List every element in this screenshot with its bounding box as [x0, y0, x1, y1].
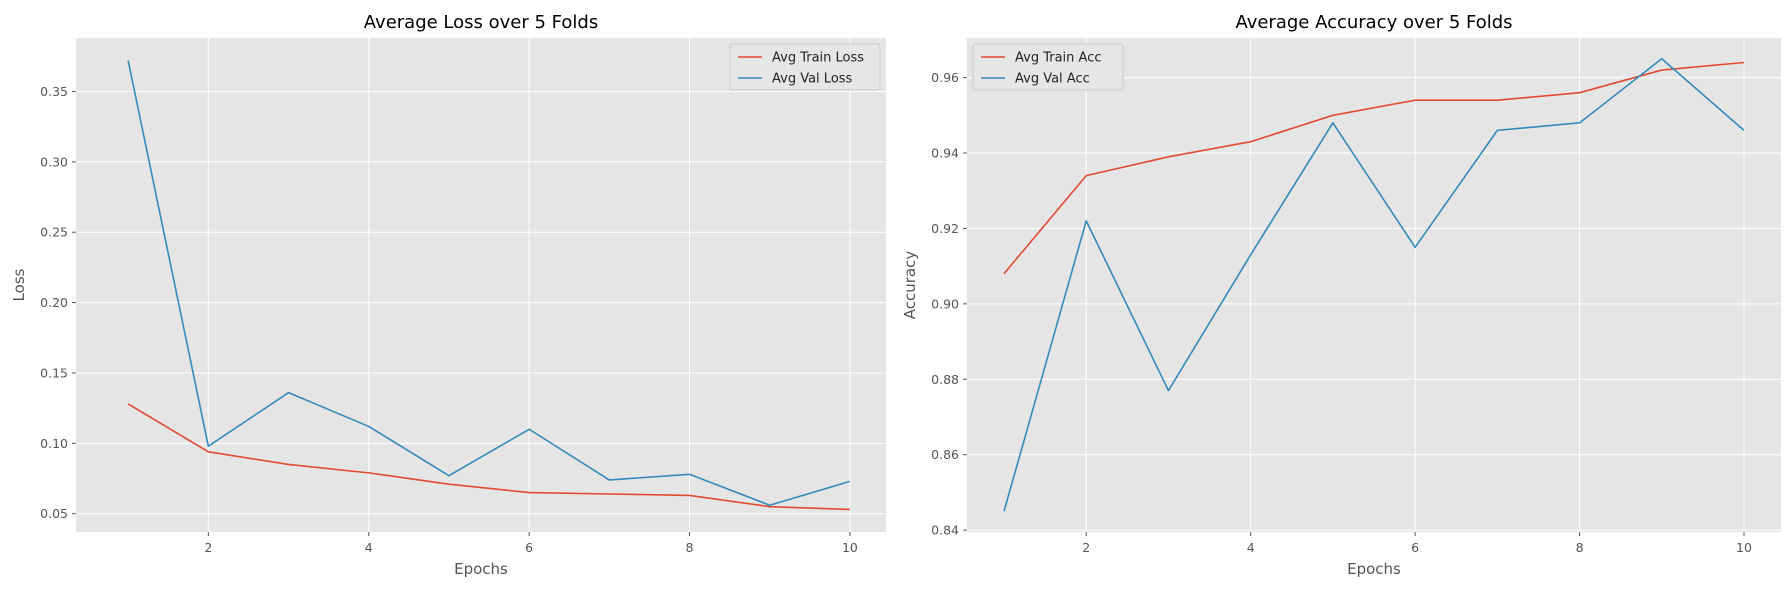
x-tick-label: 10	[1736, 540, 1752, 555]
y-tick-label: 0.94	[931, 146, 959, 161]
y-tick-label: 0.90	[931, 296, 959, 311]
legend-box	[729, 43, 881, 91]
x-tick-label: 2	[1082, 540, 1090, 555]
x-tick-label: 10	[842, 540, 858, 555]
plot-area	[76, 38, 886, 532]
legend-entry-label: Avg Val Acc	[1015, 72, 1090, 87]
x-tick-label: 6	[525, 540, 533, 555]
x-axis-label: Epochs	[454, 560, 508, 578]
loss-chart: 2 4 6 8 10 0.05 0.10 0.15 0.20 0.25 0.30 0.35 Averag…	[10, 12, 886, 578]
x-axis-label: Epochs	[1347, 560, 1401, 578]
series-line-avg-train-loss	[127, 403, 850, 511]
legend-entry-label: Avg Train Loss	[772, 51, 864, 66]
legend: Avg Train Loss Avg Val Loss	[729, 43, 881, 91]
y-tick-label: 0.96	[931, 70, 959, 85]
series-line-avg-val-loss	[127, 60, 851, 507]
chart-title: Average Loss over 5 Folds	[364, 12, 598, 33]
y-tick-label: 0.20	[40, 295, 68, 310]
chart-title: Average Accuracy over 5 Folds	[1235, 12, 1512, 33]
series-line-avg-val-acc	[1003, 57, 1745, 512]
legend-box	[972, 43, 1124, 91]
y-axis-label: Loss	[10, 268, 28, 301]
y-tick-label: 0.88	[931, 372, 959, 387]
y-tick-label: 0.30	[40, 154, 68, 169]
y-tick-label: 0.10	[40, 436, 68, 451]
x-tick-label: 8	[686, 540, 694, 555]
legend-entry-label: Avg Train Acc	[1015, 51, 1102, 66]
y-tick-label: 0.84	[931, 523, 959, 538]
y-axis-label: Accuracy	[901, 251, 919, 320]
accuracy-chart: 2 4 6 8 10 0.84 0.86 0.88 0.90 0.92 0.94 0.96 Averag…	[901, 12, 1781, 578]
y-tick-label: 0.15	[40, 365, 68, 380]
x-tick-label: 6	[1411, 540, 1419, 555]
legend: Avg Train Acc Avg Val Acc	[972, 43, 1124, 91]
x-tick-label: 8	[1576, 540, 1584, 555]
y-tick-label: 0.35	[40, 84, 68, 99]
legend-entry-label: Avg Val Loss	[772, 72, 853, 87]
y-tick-label: 0.92	[931, 221, 959, 236]
plot-area	[967, 38, 1781, 532]
y-tick-label: 0.86	[931, 447, 959, 462]
series-line-avg-train-acc	[1003, 61, 1745, 275]
x-tick-label: 4	[365, 540, 373, 555]
y-tick-label: 0.25	[40, 225, 68, 240]
x-tick-label: 2	[204, 540, 212, 555]
y-tick-label: 0.05	[40, 506, 68, 521]
x-tick-label: 4	[1247, 540, 1255, 555]
